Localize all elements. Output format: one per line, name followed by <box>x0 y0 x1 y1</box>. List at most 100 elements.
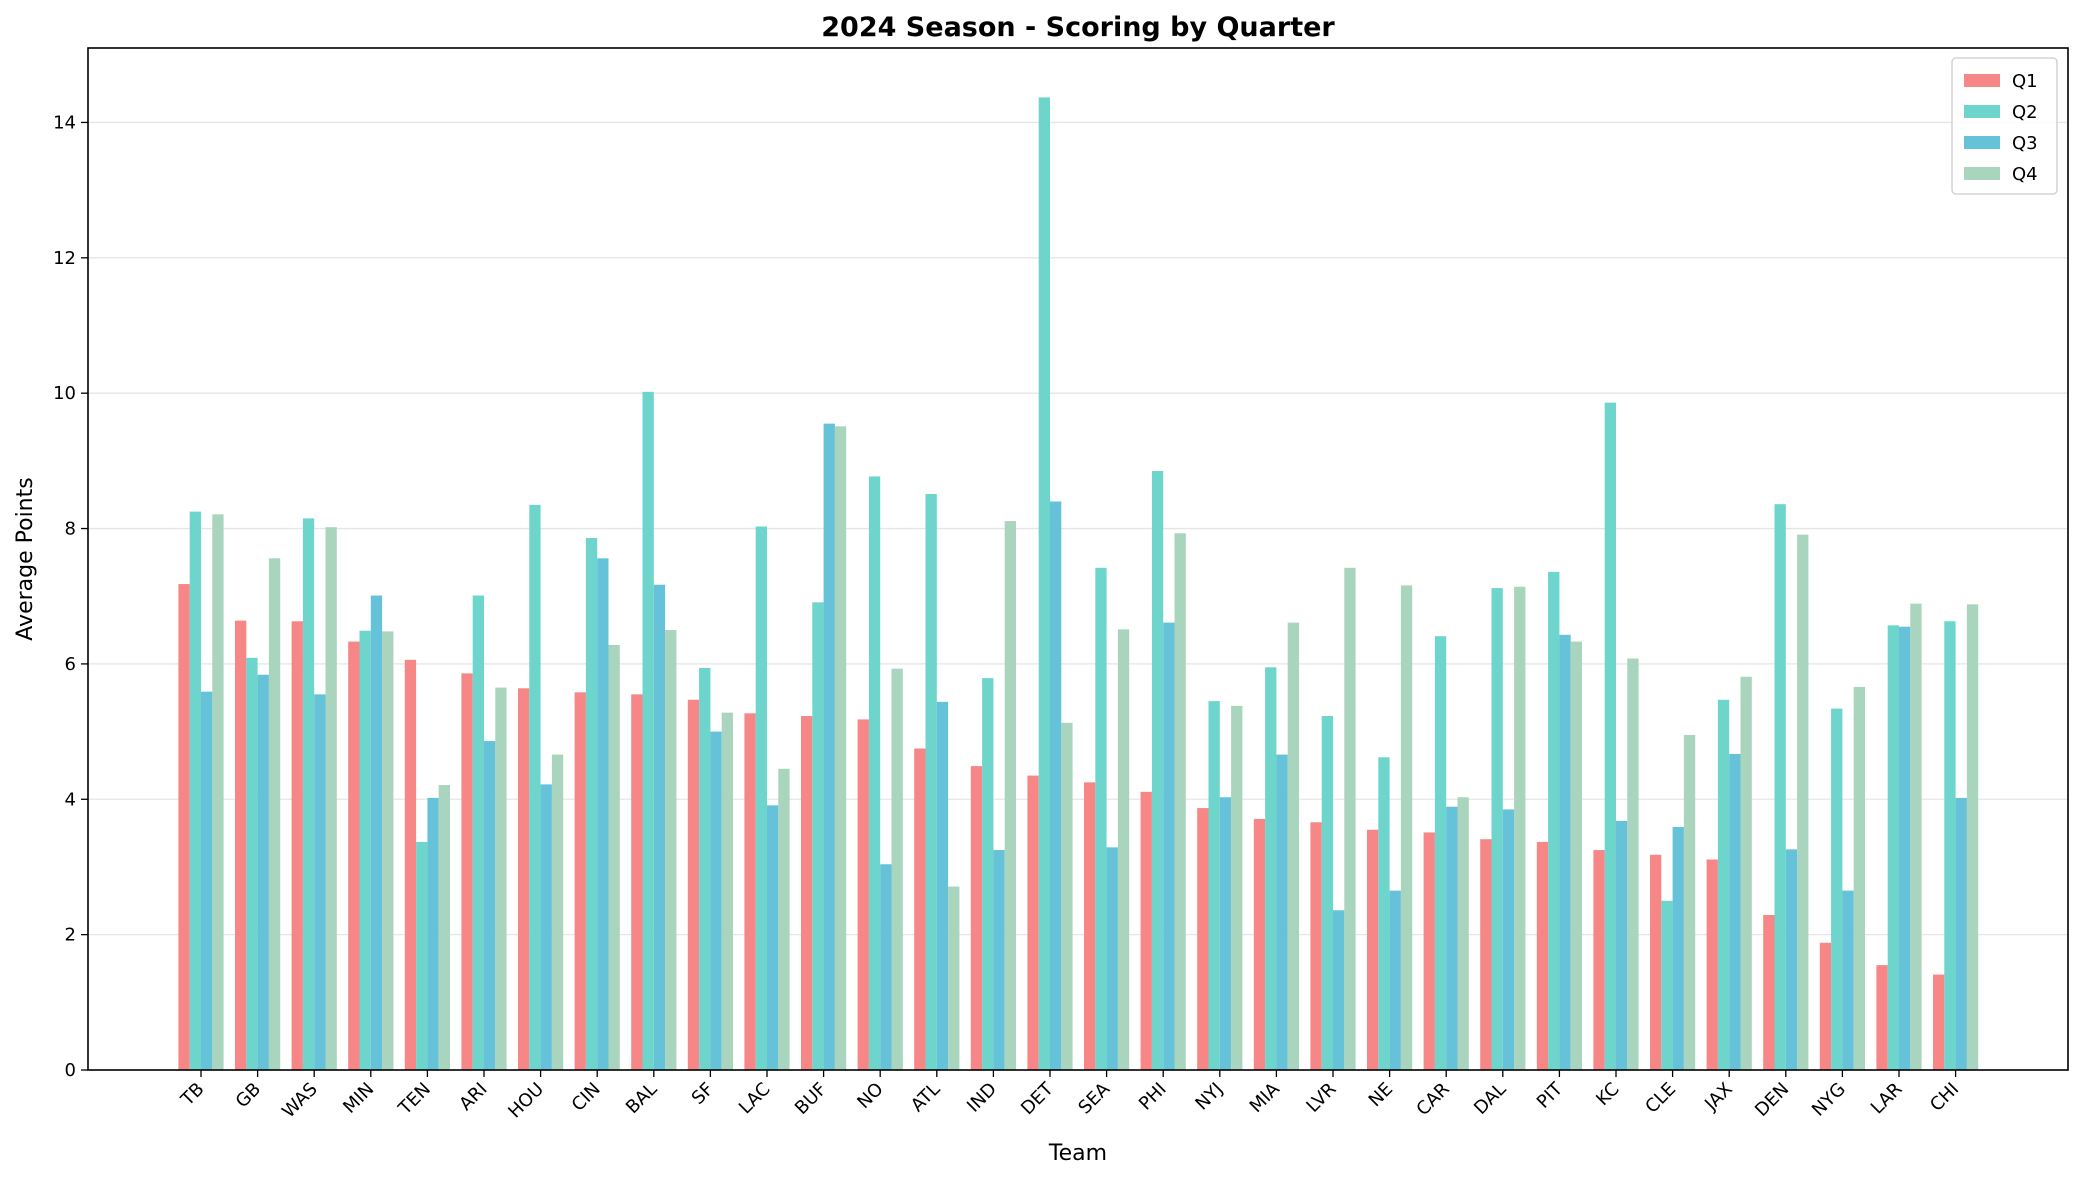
bar-q2-det <box>1038 97 1050 1070</box>
bar-q3-gb <box>257 674 269 1070</box>
bar-q3-hou <box>540 784 552 1070</box>
legend-label-q1: Q1 <box>2012 71 2038 92</box>
bar-q2-gb <box>246 657 258 1070</box>
bar-q3-ne <box>1389 890 1401 1070</box>
bar-q2-mia <box>1265 667 1277 1070</box>
bar-q3-lac <box>767 805 779 1070</box>
bar-q1-ind <box>970 766 983 1070</box>
bar-q4-lvr <box>1344 567 1356 1070</box>
bar-q4-cin <box>608 644 620 1070</box>
y-tick-label: 12 <box>53 248 76 269</box>
bar-q3-sf <box>710 731 722 1070</box>
bar-q1-min <box>348 641 360 1070</box>
bar-q4-dal <box>1514 586 1526 1070</box>
bar-q1-cle <box>1650 854 1662 1070</box>
bar-q4-sea <box>1117 629 1130 1070</box>
bar-q2-car <box>1434 636 1447 1070</box>
y-tick-label: 6 <box>65 654 76 675</box>
bar-q4-chi <box>1966 604 1979 1070</box>
bar-q3-atl <box>936 701 949 1070</box>
bar-q2-no <box>868 476 881 1070</box>
y-tick-label: 14 <box>53 112 76 133</box>
bar-q4-ind <box>1004 521 1016 1070</box>
bar-q4-kc <box>1627 658 1639 1070</box>
bar-q4-nyg <box>1853 686 1865 1070</box>
bar-q3-car <box>1446 806 1458 1070</box>
bar-q4-ten <box>438 785 450 1070</box>
bar-q2-phi <box>1151 471 1164 1070</box>
legend-label-q3: Q3 <box>2012 133 2038 154</box>
bar-q4-car <box>1457 797 1469 1070</box>
bar-q1-bal <box>631 694 643 1070</box>
bar-q3-buf <box>823 423 835 1071</box>
bar-q2-kc <box>1604 402 1616 1070</box>
bar-q3-lvr <box>1333 910 1345 1070</box>
bar-q4-phi <box>1174 533 1186 1070</box>
bar-q1-kc <box>1593 850 1605 1070</box>
bar-q1-jax <box>1706 859 1718 1070</box>
bar-q1-mia <box>1253 818 1266 1070</box>
bar-q4-lar <box>1910 603 1922 1070</box>
bar-q3-ten <box>427 797 439 1070</box>
bar-q3-dal <box>1502 809 1515 1070</box>
legend-swatch-q2 <box>1964 105 2000 118</box>
bar-q4-atl <box>948 886 960 1070</box>
bar-q1-nyj <box>1197 808 1209 1070</box>
bar-q1-den <box>1763 915 1775 1070</box>
bar-q1-was <box>291 621 303 1070</box>
bar-q3-lar <box>1899 626 1911 1070</box>
bar-q3-mia <box>1276 754 1288 1070</box>
bar-q4-mia <box>1287 622 1299 1070</box>
bar-q3-sea <box>1106 847 1118 1070</box>
y-tick-label: 10 <box>53 383 76 404</box>
bar-q3-chi <box>1955 797 1967 1070</box>
bar-q1-no <box>857 719 869 1070</box>
bar-q1-ne <box>1367 829 1379 1070</box>
bar-q2-lac <box>755 526 767 1070</box>
bar-q2-chi <box>1944 621 1956 1070</box>
bar-q1-hou <box>518 688 530 1070</box>
bar-q3-cle <box>1672 827 1684 1070</box>
bar-q3-min <box>370 595 383 1070</box>
bar-q2-ari <box>472 595 484 1070</box>
bar-q2-buf <box>812 602 824 1070</box>
y-tick-label: 0 <box>65 1060 76 1081</box>
bar-q1-lar <box>1876 965 1888 1070</box>
bar-q4-min <box>382 631 394 1070</box>
bar-q1-sf <box>687 699 700 1070</box>
bar-q4-ne <box>1400 585 1413 1070</box>
legend-label-q4: Q4 <box>2012 164 2038 185</box>
bar-q1-dal <box>1480 839 1492 1070</box>
bars <box>178 97 1979 1071</box>
bar-q4-ari <box>495 687 507 1070</box>
bar-q3-ari <box>484 741 496 1070</box>
bar-q1-lac <box>744 713 756 1070</box>
bar-q1-gb <box>235 620 247 1070</box>
bar-q4-gb <box>268 558 281 1070</box>
bar-q2-bal <box>642 391 654 1070</box>
y-axis: 0 2 4 6 8 10 12 14 <box>53 112 88 1081</box>
bar-q2-sea <box>1095 567 1107 1070</box>
bar-q1-lvr <box>1310 822 1322 1070</box>
bar-q4-bal <box>665 630 677 1070</box>
bar-q4-jax <box>1740 676 1752 1070</box>
bar-q4-hou <box>551 754 564 1070</box>
y-tick-label: 8 <box>65 519 76 540</box>
bar-q2-lvr <box>1321 716 1333 1070</box>
legend-swatch-q3 <box>1964 136 2000 149</box>
bar-q2-sf <box>699 667 711 1070</box>
chart-title: 2024 Season - Scoring by Quarter <box>821 12 1335 43</box>
bar-q3-no <box>880 864 892 1070</box>
bar-q4-det <box>1061 722 1073 1070</box>
plot-frame <box>87 47 2069 1071</box>
bar-q1-cin <box>574 692 586 1070</box>
bar-q1-atl <box>914 748 926 1070</box>
bar-q3-kc <box>1616 820 1628 1070</box>
bar-q4-tb <box>212 514 224 1070</box>
bar-q4-den <box>1797 534 1809 1070</box>
bar-q3-det <box>1050 501 1062 1070</box>
bar-q2-nyg <box>1831 708 1843 1070</box>
bar-q2-dal <box>1491 588 1503 1070</box>
bar-q2-min <box>359 630 371 1070</box>
